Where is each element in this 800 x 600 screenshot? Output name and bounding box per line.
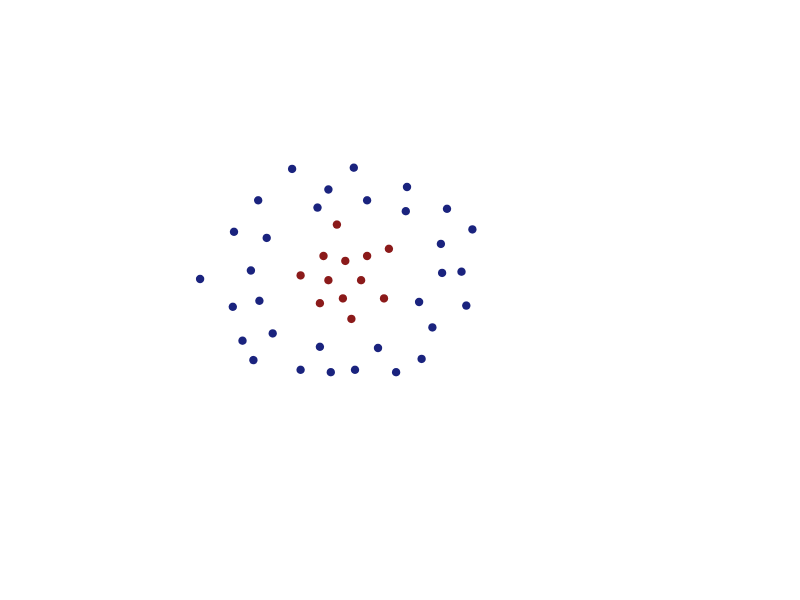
scatter-point [442,204,452,213]
scatter-point [347,314,356,324]
scatter-point [324,185,333,194]
scatter-point [362,196,372,205]
scatter-point [428,323,437,332]
scatter-point [373,343,383,353]
scatter-point [402,182,412,192]
scatter-point [249,355,258,365]
scatter-point [296,365,305,374]
scatter-point [457,267,466,276]
scatter-point [338,294,348,303]
scatter-point [326,368,335,377]
scatter-point [417,354,426,364]
scatter-point [313,203,322,212]
scatter-point [341,256,350,266]
scatter-point [401,207,410,216]
scatter-point [462,301,471,310]
scatter-point [228,302,237,311]
scatter-points-layer [195,163,477,377]
scatter-point [379,294,389,303]
scatter-point [350,365,360,374]
scatter-point [468,225,477,234]
scatter-point [436,239,446,249]
scatter-point [356,276,366,285]
scatter-point [262,233,271,243]
scatter-point [287,164,297,174]
scatter-point [315,299,325,308]
scatter-point [324,276,333,285]
scatter-point [414,297,424,307]
scatter-point [296,271,305,280]
scatter-series-1 [195,163,477,377]
scatter-point [246,266,256,275]
scatter-point [254,196,263,205]
scatter-point [349,163,358,172]
scatter-series-2 [296,220,394,324]
scatter-point [332,220,342,229]
scatter-point [238,336,247,345]
scatter-point [229,227,239,236]
scatter-point [362,251,372,261]
scatter-point [437,268,447,278]
scatter-point [315,342,325,351]
scatter-point [268,329,277,338]
scatter-point [195,274,205,284]
scatter-point [255,296,264,305]
scatter-point [319,251,328,261]
scatter-point [391,368,401,377]
scatter-point [384,244,394,253]
